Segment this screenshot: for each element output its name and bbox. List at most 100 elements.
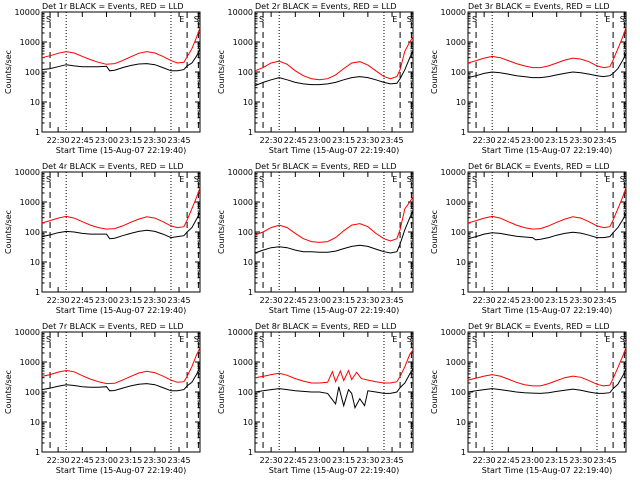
y-tick-label: 10000 <box>441 8 466 17</box>
x-tick-label: 23:30 <box>569 296 592 305</box>
chart-panel-4: Det 4r BLACK = Events, RED = LLD S E S 1 10 10… <box>4 162 201 315</box>
x-tick-label: 23:15 <box>545 136 568 145</box>
x-tick-label: 23:15 <box>332 136 355 145</box>
events-series-line <box>41 212 201 240</box>
y-tick-label: 10000 <box>15 328 40 337</box>
events-series-line <box>41 366 201 392</box>
y-tick-label: 10 <box>30 418 40 427</box>
x-tick-label: 22:30 <box>260 136 283 145</box>
marker-label-s: S <box>259 335 264 344</box>
y-tick-label: 1000 <box>446 358 466 367</box>
y-axis-label: Counts/sec <box>4 210 13 254</box>
y-axis-label: Counts/sec <box>217 210 226 254</box>
x-tick-label: 22:45 <box>71 136 94 145</box>
x-tick-label: 23:15 <box>119 456 142 465</box>
marker-label-s: S <box>620 335 625 344</box>
x-axis-label: Start Time (15-Aug-07 22:19:40) <box>482 306 613 315</box>
x-tick-label: 22:45 <box>284 456 307 465</box>
y-tick-label: 1 <box>248 128 253 137</box>
y-tick-label: 100 <box>451 388 466 397</box>
x-tick-label: 23:30 <box>143 296 166 305</box>
y-tick-label: 1000 <box>20 358 40 367</box>
marker-label-s: S <box>407 15 412 24</box>
x-tick-label: 23:15 <box>545 296 568 305</box>
marker-label-e: E <box>605 175 610 184</box>
y-tick-label: 1 <box>35 288 40 297</box>
y-tick-label: 100 <box>451 228 466 237</box>
x-tick-label: 23:45 <box>168 296 191 305</box>
y-tick-label: 100 <box>238 68 253 77</box>
x-axis-label: Start Time (15-Aug-07 22:19:40) <box>269 146 400 155</box>
events-series-line <box>254 210 414 254</box>
chart-panel-5: Det 5r BLACK = Events, RED = LLD S E S 1 10 10… <box>217 162 414 315</box>
y-tick-label: 10 <box>456 98 466 107</box>
y-tick-label: 100 <box>25 388 40 397</box>
chart-panel-6: Det 6r BLACK = Events, RED = LLD S E S 1 10 10… <box>430 162 627 315</box>
marker-label-s: S <box>259 15 264 24</box>
events-series-line <box>254 368 414 410</box>
y-tick-label: 1000 <box>20 198 40 207</box>
events-series-line <box>254 50 414 87</box>
x-axis-label: Start Time (15-Aug-07 22:19:40) <box>269 306 400 315</box>
y-tick-label: 10 <box>243 98 253 107</box>
y-tick-label: 10 <box>456 258 466 267</box>
x-tick-label: 22:45 <box>71 296 94 305</box>
x-tick-label: 23:00 <box>308 136 331 145</box>
y-tick-label: 10000 <box>15 168 40 177</box>
lld-series-line <box>41 187 201 230</box>
y-tick-label: 1 <box>248 288 253 297</box>
x-tick-label: 23:15 <box>119 136 142 145</box>
marker-label-s: S <box>194 175 199 184</box>
events-series-line <box>467 53 627 79</box>
marker-label-e: E <box>179 15 184 24</box>
y-tick-label: 1000 <box>233 198 253 207</box>
y-tick-label: 1 <box>35 128 40 137</box>
y-tick-label: 1000 <box>233 358 253 367</box>
y-tick-label: 100 <box>238 388 253 397</box>
x-tick-label: 22:45 <box>71 456 94 465</box>
chart-panel-9: Det 9r BLACK = Events, RED = LLD S E S 1 10 10… <box>430 322 627 475</box>
marker-label-s: S <box>472 335 477 344</box>
chart-panel-7: Det 7r BLACK = Events, RED = LLD S E S 1 10 10… <box>4 322 201 475</box>
lld-series-line <box>41 27 201 65</box>
chart-title: Det 2r BLACK = Events, RED = LLD <box>255 2 397 11</box>
x-tick-label: 22:30 <box>47 456 70 465</box>
y-tick-label: 10 <box>456 418 466 427</box>
x-tick-label: 23:30 <box>569 456 592 465</box>
x-tick-label: 22:30 <box>260 296 283 305</box>
marker-label-e: E <box>392 175 397 184</box>
marker-label-s: S <box>620 15 625 24</box>
y-tick-label: 10000 <box>441 328 466 337</box>
lld-series-line <box>254 196 414 243</box>
x-tick-label: 23:30 <box>143 456 166 465</box>
y-axis-label: Counts/sec <box>430 210 439 254</box>
chart-title: Det 9r BLACK = Events, RED = LLD <box>468 322 610 331</box>
y-tick-label: 100 <box>25 68 40 77</box>
x-tick-label: 23:30 <box>143 136 166 145</box>
y-tick-label: 100 <box>451 68 466 77</box>
y-axis-label: Counts/sec <box>430 50 439 94</box>
marker-label-e: E <box>605 335 610 344</box>
chart-panel-1: Det 1r BLACK = Events, RED = LLD S E S 1 10 10… <box>4 2 201 155</box>
chart-title: Det 3r BLACK = Events, RED = LLD <box>468 2 610 11</box>
x-tick-label: 23:00 <box>95 136 118 145</box>
x-tick-label: 22:45 <box>284 136 307 145</box>
x-tick-label: 23:30 <box>356 456 379 465</box>
marker-label-e: E <box>605 15 610 24</box>
chart-panel-3: Det 3r BLACK = Events, RED = LLD S E S 1 10 10… <box>430 2 627 155</box>
x-tick-label: 23:45 <box>168 136 191 145</box>
lld-series-line <box>467 187 627 230</box>
x-tick-label: 22:45 <box>497 456 520 465</box>
y-axis-label: Counts/sec <box>217 50 226 94</box>
marker-label-s: S <box>472 175 477 184</box>
y-tick-label: 10000 <box>441 168 466 177</box>
marker-label-s: S <box>194 15 199 24</box>
x-tick-label: 23:45 <box>168 456 191 465</box>
x-tick-label: 23:00 <box>521 296 544 305</box>
y-tick-label: 10 <box>243 258 253 267</box>
x-tick-label: 22:30 <box>47 296 70 305</box>
y-tick-label: 100 <box>238 228 253 237</box>
x-tick-label: 23:45 <box>381 296 404 305</box>
y-tick-label: 1000 <box>233 38 253 47</box>
x-axis-label: Start Time (15-Aug-07 22:19:40) <box>56 146 187 155</box>
